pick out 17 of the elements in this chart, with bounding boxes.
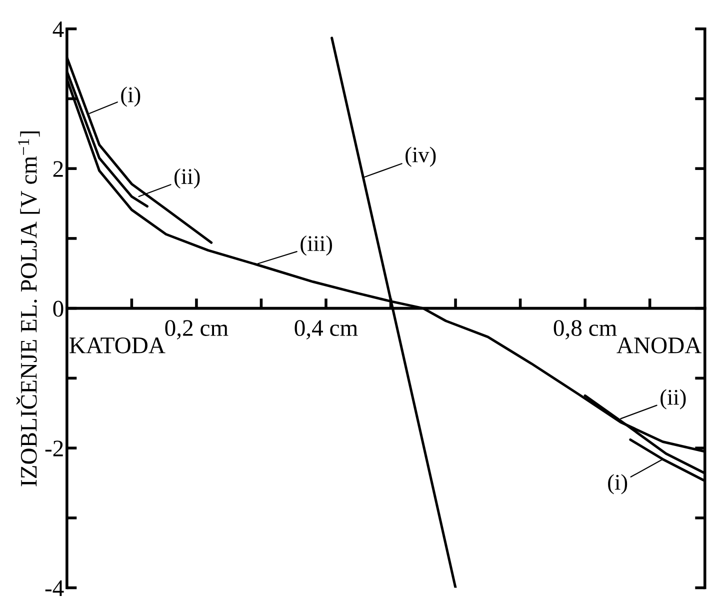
x-tick-label: 0,2 cm	[165, 320, 228, 340]
x-tick-label: 0,4 cm	[294, 320, 358, 340]
annotation: (ii)	[174, 168, 200, 189]
annotation: (i)	[608, 474, 628, 494]
annotation: ANODA	[616, 337, 702, 354]
annotation: (ii)	[660, 389, 686, 410]
y-tick-label: 2	[53, 161, 63, 177]
y-axis-title: IZOBLIČENJE EL. POLJA [V cm$^{−1}$]	[16, 131, 40, 486]
annotation: KATODA	[70, 337, 166, 354]
annotation: (iii)	[300, 235, 332, 256]
x-tick-label: 0,8 cm	[554, 320, 617, 340]
y-tick-label: 4	[52, 21, 64, 38]
y-tick-label: -2	[45, 440, 63, 456]
y-tick-label: -4	[45, 580, 64, 596]
y-tick-label: 0	[53, 300, 64, 317]
annotation: (iv)	[406, 146, 436, 167]
annotation: (i)	[121, 86, 140, 107]
